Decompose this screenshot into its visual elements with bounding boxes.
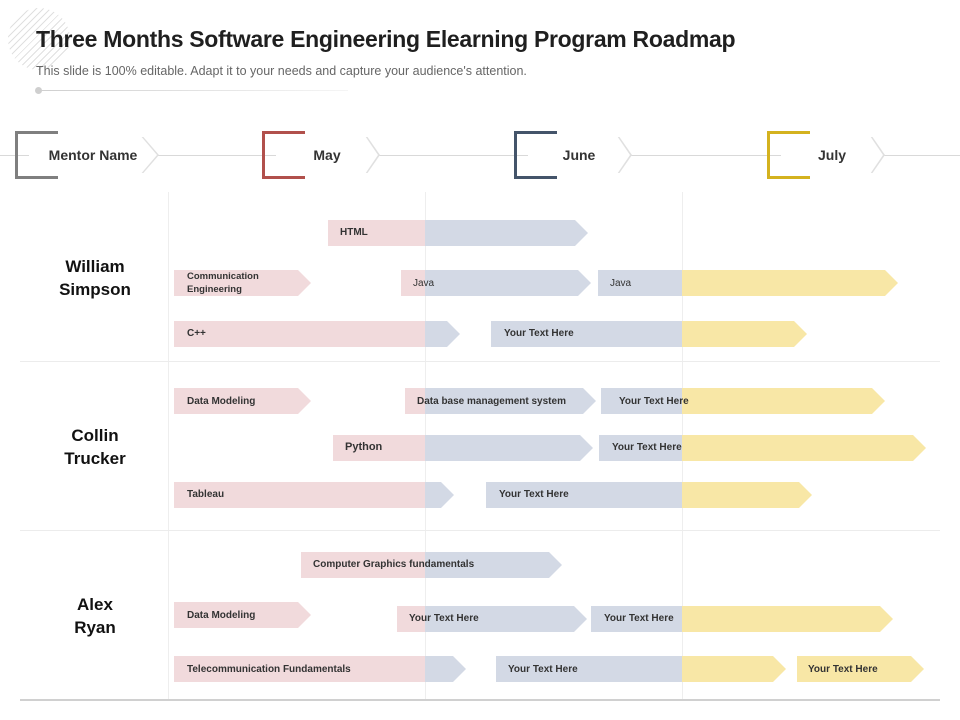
mentor-alex-ryan: Alex Ryan bbox=[74, 595, 116, 637]
page-subtitle: This slide is 100% editable. Adapt it to… bbox=[36, 64, 527, 78]
subtitle-divider bbox=[38, 90, 348, 91]
task-bar bbox=[591, 606, 893, 632]
task-bar bbox=[797, 656, 924, 682]
task-label: Tableau bbox=[187, 489, 225, 500]
task-bar bbox=[401, 270, 591, 296]
task-bar bbox=[486, 482, 812, 508]
task-bar bbox=[301, 552, 562, 578]
task-label: Java bbox=[413, 278, 435, 289]
task-label: Data Modeling bbox=[187, 610, 256, 621]
task-label: Data base management system bbox=[417, 396, 566, 407]
task-label: Your Text Here bbox=[508, 664, 578, 675]
bottom-divider bbox=[20, 699, 940, 701]
grid-hline bbox=[20, 530, 940, 531]
task-bar bbox=[405, 388, 596, 414]
mentor-collin-trucker: Collin Trucker bbox=[64, 426, 126, 468]
task-label: Your Text Here bbox=[612, 442, 682, 453]
june-bracket bbox=[514, 131, 557, 179]
header-june-label: June bbox=[528, 137, 630, 173]
task-bar bbox=[174, 321, 460, 347]
task-label: HTML bbox=[340, 227, 368, 238]
decorative-circle bbox=[8, 8, 70, 70]
task-label: Java bbox=[610, 278, 632, 289]
task-label: Your Text Here bbox=[409, 613, 479, 624]
task-bar bbox=[496, 656, 786, 682]
grid-hline bbox=[20, 361, 940, 362]
task-bar bbox=[397, 606, 587, 632]
mentor-name: Alex Ryan bbox=[20, 593, 170, 639]
page-title: Three Months Software Engineering Elearn… bbox=[36, 26, 736, 52]
task-bar bbox=[601, 388, 885, 414]
task-bar bbox=[174, 388, 311, 414]
task-bar bbox=[174, 656, 466, 682]
grid-vline bbox=[168, 192, 169, 700]
task-label: Computer Graphics fundamentals bbox=[313, 559, 475, 570]
header-mentor-label: Mentor Name bbox=[29, 137, 157, 173]
task-bar bbox=[328, 220, 588, 246]
mentor-william-simpson: William Simpson bbox=[59, 257, 131, 299]
mentor-name: Collin Trucker bbox=[20, 424, 170, 470]
header-may-label: May bbox=[276, 137, 378, 173]
task-bar bbox=[599, 435, 926, 461]
task-label: Communication Engineering bbox=[187, 271, 259, 295]
task-label: Your Text Here bbox=[808, 664, 878, 675]
task-bar bbox=[333, 435, 593, 461]
task-bar bbox=[598, 270, 898, 296]
task-label: Your Text Here bbox=[604, 613, 674, 624]
mentor-name: William Simpson bbox=[20, 255, 170, 301]
header-july-label: July bbox=[781, 137, 883, 173]
task-label: Your Text Here bbox=[619, 396, 689, 407]
task-bar bbox=[174, 482, 454, 508]
header-timeline-line bbox=[0, 155, 960, 156]
task-label: Data Modeling bbox=[187, 396, 256, 407]
task-label: C++ bbox=[187, 328, 206, 339]
may-bracket bbox=[262, 131, 305, 179]
task-label: Your Text Here bbox=[499, 489, 569, 500]
task-label: Your Text Here bbox=[504, 328, 574, 339]
task-bar bbox=[491, 321, 807, 347]
task-bar bbox=[174, 602, 311, 628]
mentor-bracket bbox=[15, 131, 58, 179]
task-bar bbox=[174, 270, 311, 296]
task-label: Python bbox=[345, 441, 383, 453]
task-label: Telecommunication Fundamentals bbox=[187, 664, 351, 675]
july-bracket bbox=[767, 131, 810, 179]
